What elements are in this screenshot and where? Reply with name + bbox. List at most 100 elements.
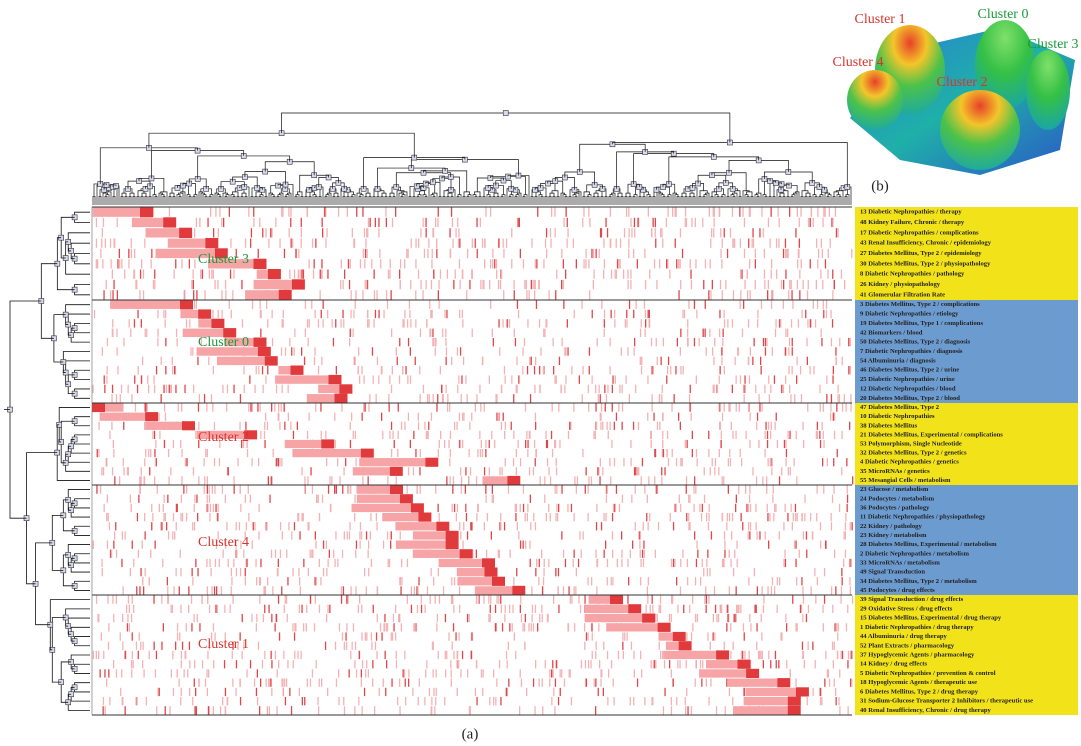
heat-cell xyxy=(583,531,584,539)
heat-cell xyxy=(446,347,447,355)
heat-cell xyxy=(833,366,834,374)
heat-cell xyxy=(362,413,363,421)
heat-cell xyxy=(308,522,309,530)
heat-cell xyxy=(96,218,97,227)
heat-cell xyxy=(627,270,628,279)
heat-cell xyxy=(327,310,328,318)
heat-cell xyxy=(301,605,302,613)
heat-cell xyxy=(291,347,292,355)
dendro-link xyxy=(277,196,279,205)
heat-cell xyxy=(789,280,790,289)
dendro-link xyxy=(597,196,599,205)
heat-cell xyxy=(485,486,486,494)
heat-cell xyxy=(333,338,334,346)
heat-cell xyxy=(143,586,144,594)
heat-cell xyxy=(365,632,366,640)
heat-block xyxy=(140,207,153,217)
heat-cell xyxy=(153,375,154,383)
heat-cell xyxy=(490,259,491,268)
heat-cell xyxy=(531,586,532,594)
heat-cell xyxy=(488,614,489,622)
heat-cell xyxy=(94,310,95,318)
heat-cell xyxy=(682,310,683,318)
heat-cell xyxy=(264,605,265,613)
heat-cell xyxy=(225,290,226,299)
heat-cell xyxy=(492,249,493,258)
heat-cell xyxy=(119,249,120,258)
heat-cell xyxy=(634,228,635,237)
heat-cell xyxy=(671,706,672,714)
heat-cell xyxy=(683,366,684,374)
heat-cell xyxy=(252,458,253,466)
heat-cell xyxy=(848,338,849,346)
heat-cell xyxy=(685,440,686,448)
heat-cell xyxy=(708,290,709,299)
heat-cell xyxy=(707,550,708,558)
heat-cell xyxy=(753,239,754,248)
heat-cell xyxy=(842,357,843,365)
heat-cell xyxy=(800,605,801,613)
heat-cell xyxy=(729,586,730,594)
heat-cell xyxy=(655,218,656,227)
heat-cell xyxy=(233,476,234,484)
heat-cell xyxy=(186,486,187,494)
heat-cell xyxy=(260,329,261,337)
heat-cell xyxy=(772,290,773,299)
heat-cell xyxy=(213,366,214,374)
dendro-link xyxy=(663,196,665,205)
heat-block xyxy=(211,319,224,328)
heat-cell xyxy=(321,310,322,318)
heat-cell xyxy=(350,259,351,268)
heat-cell xyxy=(724,319,725,327)
heat-band xyxy=(728,679,777,687)
heat-cell xyxy=(485,208,486,217)
heat-cell xyxy=(729,688,730,696)
heat-cell xyxy=(586,249,587,258)
heat-cell xyxy=(112,270,113,279)
heat-cell xyxy=(649,270,650,279)
heat-cell xyxy=(810,259,811,268)
heat-cell xyxy=(209,486,210,494)
heat-cell xyxy=(676,577,677,585)
heat-cell xyxy=(701,513,702,521)
heat-cell xyxy=(852,476,853,484)
heat-cell xyxy=(400,531,401,539)
heat-cell xyxy=(359,596,360,604)
heat-band xyxy=(746,688,796,696)
heat-cell xyxy=(347,486,348,494)
heat-cell xyxy=(180,513,181,521)
heat-cell xyxy=(551,208,552,217)
heat-cell xyxy=(768,458,769,466)
heat-cell xyxy=(800,208,801,217)
heat-cell xyxy=(124,270,125,279)
heat-cell xyxy=(392,431,393,439)
heat-cell xyxy=(820,697,821,705)
heat-cell xyxy=(325,642,326,650)
heat-cell xyxy=(444,697,445,705)
heat-cell xyxy=(456,422,457,430)
heat-cell xyxy=(832,605,833,613)
heat-cell xyxy=(656,486,657,494)
row-label: 26 Kidney / physiopathology xyxy=(860,281,941,288)
heat-cell xyxy=(742,651,743,659)
heat-cell xyxy=(350,310,351,318)
heat-cell xyxy=(108,642,109,650)
heat-cell xyxy=(653,660,654,668)
heat-cell xyxy=(421,596,422,604)
heat-cell xyxy=(470,467,471,475)
heat-cell xyxy=(373,319,374,327)
row-label: 23 Glucose / metabolism xyxy=(860,486,929,493)
heat-cell xyxy=(227,467,228,475)
heat-cell xyxy=(136,586,137,594)
heat-cell xyxy=(783,280,784,289)
heat-cell xyxy=(525,513,526,521)
heat-cell xyxy=(799,239,800,248)
heat-cell xyxy=(612,550,613,558)
heat-cell xyxy=(775,319,776,327)
heat-cell xyxy=(300,270,301,279)
row-label: 13 Diabetic Nephropathies / therapy xyxy=(860,209,962,216)
heat-cell xyxy=(407,559,408,567)
heat-cell xyxy=(377,614,378,622)
heat-cell xyxy=(630,440,631,448)
heat-cell xyxy=(262,228,263,237)
